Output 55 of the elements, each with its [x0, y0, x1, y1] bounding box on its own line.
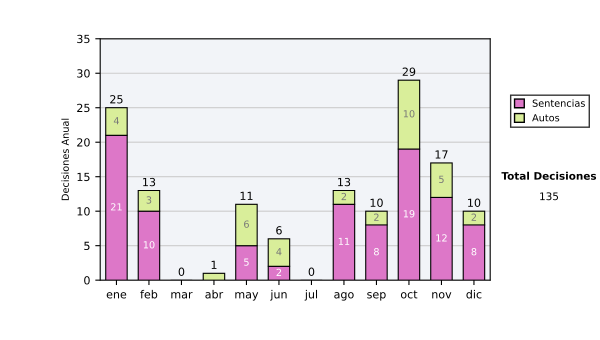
data-label: 12 — [436, 234, 447, 242]
total-label: 25 — [110, 95, 123, 104]
x-tick-label: ene — [106, 292, 126, 298]
y-axis-title: Decisiones Anual — [61, 118, 69, 200]
x-tick-label: ago — [334, 292, 354, 301]
y-tick-label: 0 — [84, 276, 90, 285]
data-label: 19 — [404, 210, 414, 218]
x-tick-label: feb — [140, 290, 158, 298]
data-label: 4 — [276, 248, 282, 256]
x-tick-label: may — [235, 292, 258, 301]
total-label: 10 — [468, 198, 480, 207]
legend-label: Autos — [532, 114, 560, 122]
total-label: 0 — [308, 268, 314, 276]
x-tick-label: mar — [171, 292, 193, 298]
total-label: 29 — [402, 68, 416, 76]
x-tick-label: dic — [466, 290, 482, 298]
legend-label: Sentencias — [532, 99, 585, 107]
data-label: 11 — [338, 238, 350, 245]
x-tick-label: nov — [432, 292, 452, 298]
y-tick-label: 30 — [77, 69, 90, 78]
data-label: 4 — [114, 117, 119, 124]
data-label: 2 — [374, 214, 379, 221]
x-tick-label: abr — [205, 290, 224, 298]
total-label: 13 — [338, 178, 350, 186]
x-tick-label: sep — [367, 292, 386, 301]
y-tick-label: 10 — [78, 207, 90, 216]
total-label: 1 — [212, 260, 216, 269]
data-label: 6 — [244, 220, 249, 228]
data-label: 21 — [110, 203, 122, 210]
total-label: 13 — [143, 178, 156, 186]
data-label: 2 — [342, 192, 346, 200]
y-tick-label: 5 — [84, 242, 90, 250]
data-label: 8 — [472, 248, 476, 256]
x-tick-label: oct — [400, 290, 418, 298]
x-tick-label: jun — [270, 290, 287, 301]
data-label: 5 — [244, 258, 249, 266]
data-label: 3 — [146, 196, 152, 204]
y-tick-label: 15 — [78, 172, 90, 182]
data-label: 5 — [439, 176, 444, 183]
total-label: 10 — [370, 198, 383, 207]
y-tick-label: 20 — [77, 138, 90, 147]
y-tick-label: 35 — [77, 34, 90, 44]
data-label: 2 — [276, 268, 282, 276]
data-label: 10 — [404, 110, 414, 118]
y-tick-label: 25 — [77, 104, 90, 112]
total-label: 0 — [178, 268, 184, 276]
x-tick-label: jul — [304, 290, 318, 301]
text: Total Decisiones — [501, 172, 596, 180]
data-label: 10 — [144, 241, 154, 248]
total-label: 6 — [276, 226, 282, 235]
data-label: 2 — [472, 214, 476, 221]
data-label: 8 — [374, 248, 379, 256]
total-label: 11 — [240, 192, 252, 200]
text: 135 — [540, 192, 558, 200]
total-label: 17 — [436, 150, 448, 159]
